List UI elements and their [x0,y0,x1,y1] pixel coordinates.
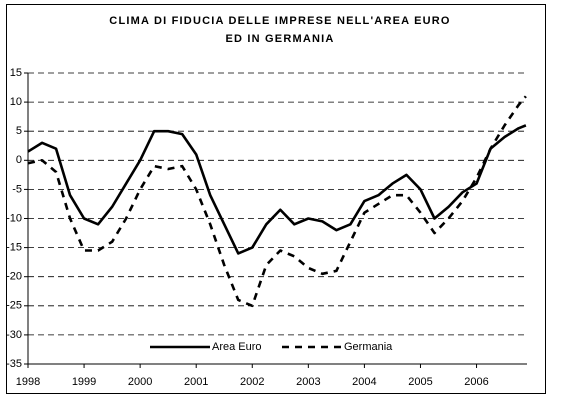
y-tick-label: 5 [16,125,22,137]
y-tick-label: -10 [6,212,22,224]
y-tick-label: 10 [10,96,22,108]
y-tick-label: -25 [6,300,22,312]
y-tick-label: -35 [6,358,22,370]
legend-bg [146,339,282,355]
series-line [27,95,527,308]
y-tick-label: -5 [12,183,22,195]
y-tick-label: 15 [10,67,22,79]
y-tick-label: -30 [6,329,22,341]
chart-title: CLIMA DI FIDUCIA DELLE IMPRESE NELL'AREA… [109,15,451,45]
series-line [27,124,527,255]
x-tick-label: 2005 [408,376,432,388]
x-tick-label: 1998 [16,376,40,388]
chart-frame [6,4,546,394]
y-tick-label: 0 [16,154,22,166]
legend-label: Area Euro [212,341,262,353]
x-tick-label: 2001 [184,376,208,388]
y-tick-label: -15 [6,242,22,254]
x-tick-label: 2003 [296,376,320,388]
x-tick-label: 2000 [128,376,152,388]
x-tick-label: 2004 [352,376,376,388]
y-tick-label: -20 [6,271,22,283]
x-tick-label: 2006 [464,376,488,388]
legend-label: Germania [344,341,393,353]
legend-bg [278,339,414,355]
x-tick-label: 1999 [72,376,96,388]
x-tick-label: 2002 [240,376,264,388]
